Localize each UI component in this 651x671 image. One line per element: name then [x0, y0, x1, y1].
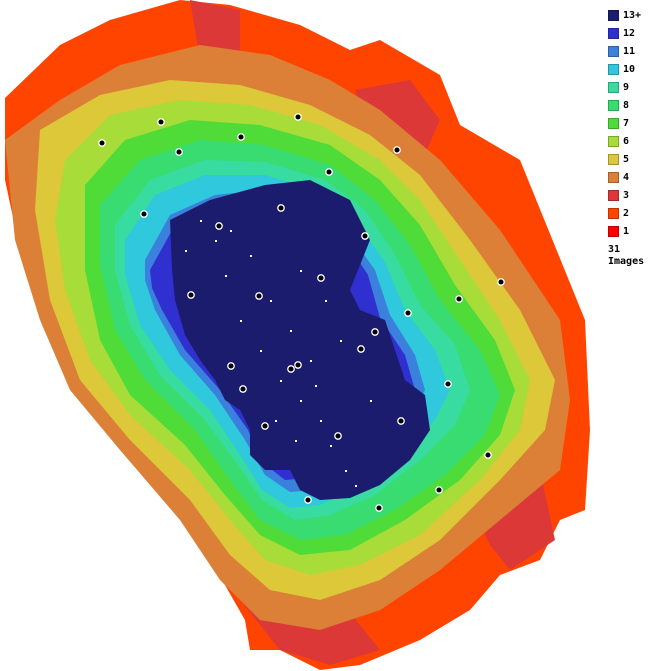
legend-label: 5: [623, 153, 630, 165]
camera-marker: [277, 204, 285, 212]
legend-item: 4: [608, 168, 650, 186]
camera-marker: [157, 118, 165, 126]
legend-item: 12: [608, 24, 650, 42]
legend: 13+ 12 11 10 9 8 7 6 5 4 3 2 1 31 Images: [608, 6, 650, 268]
legend-label: 4: [623, 171, 630, 183]
camera-marker: [455, 295, 463, 303]
camera-marker: [187, 291, 195, 299]
image-count: 31 Images: [608, 244, 650, 268]
legend-swatch: [608, 27, 619, 39]
legend-item: 2: [608, 204, 650, 222]
camera-marker: [357, 345, 365, 353]
legend-swatch: [608, 63, 619, 75]
camera-marker: [215, 222, 223, 230]
camera-marker: [393, 146, 401, 154]
camera-marker: [98, 139, 106, 147]
legend-swatch: [608, 81, 619, 93]
legend-swatch: [608, 207, 619, 219]
legend-label: 7: [623, 117, 630, 129]
legend-label: 8: [623, 99, 630, 111]
legend-label: 12: [623, 27, 636, 39]
camera-marker: [497, 278, 505, 286]
legend-label: 2: [623, 207, 630, 219]
camera-marker: [397, 417, 405, 425]
image-count-label: Images: [608, 256, 645, 267]
legend-item: 13+: [608, 6, 650, 24]
camera-marker: [484, 451, 492, 459]
overlap-zone-3: [190, 0, 240, 60]
legend-item: 10: [608, 60, 650, 78]
camera-marker: [317, 274, 325, 282]
camera-marker: [404, 309, 412, 317]
camera-markers: [98, 113, 505, 512]
legend-item: 1: [608, 222, 650, 240]
legend-swatch: [608, 9, 619, 21]
legend-item: 7: [608, 114, 650, 132]
camera-marker: [334, 432, 342, 440]
camera-marker: [371, 328, 379, 336]
camera-marker: [255, 292, 263, 300]
legend-item: 3: [608, 186, 650, 204]
legend-swatch: [608, 99, 619, 111]
legend-swatch: [608, 45, 619, 57]
legend-label: 10: [623, 63, 636, 75]
speckle-noise: [185, 220, 372, 487]
camera-marker: [325, 168, 333, 176]
camera-marker: [227, 362, 235, 370]
camera-marker: [239, 385, 247, 393]
overlap-map: [5, 0, 590, 670]
camera-marker: [304, 496, 312, 504]
legend-label: 6: [623, 135, 630, 147]
camera-marker: [375, 504, 383, 512]
legend-swatch: [608, 171, 619, 183]
legend-item: 9: [608, 78, 650, 96]
camera-marker: [287, 365, 295, 373]
camera-marker: [361, 232, 369, 240]
legend-item: 6: [608, 132, 650, 150]
legend-label: 11: [623, 45, 636, 57]
legend-swatch: [608, 225, 619, 237]
overlap-zone-13plus: [170, 180, 430, 500]
camera-marker: [140, 210, 148, 218]
legend-label: 1: [623, 225, 630, 237]
camera-marker: [444, 380, 452, 388]
legend-item: 11: [608, 42, 650, 60]
legend-swatch: [608, 153, 619, 165]
camera-marker: [261, 422, 269, 430]
legend-item: 5: [608, 150, 650, 168]
legend-label: 3: [623, 189, 630, 201]
legend-swatch: [608, 135, 619, 147]
camera-marker: [175, 148, 183, 156]
camera-marker: [294, 361, 302, 369]
legend-label: 13+: [623, 9, 642, 21]
legend-label: 9: [623, 81, 630, 93]
legend-item: 8: [608, 96, 650, 114]
camera-marker: [237, 133, 245, 141]
legend-swatch: [608, 189, 619, 201]
legend-swatch: [608, 117, 619, 129]
image-count-value: 31: [608, 244, 621, 255]
camera-marker: [294, 113, 302, 121]
camera-marker: [435, 486, 443, 494]
